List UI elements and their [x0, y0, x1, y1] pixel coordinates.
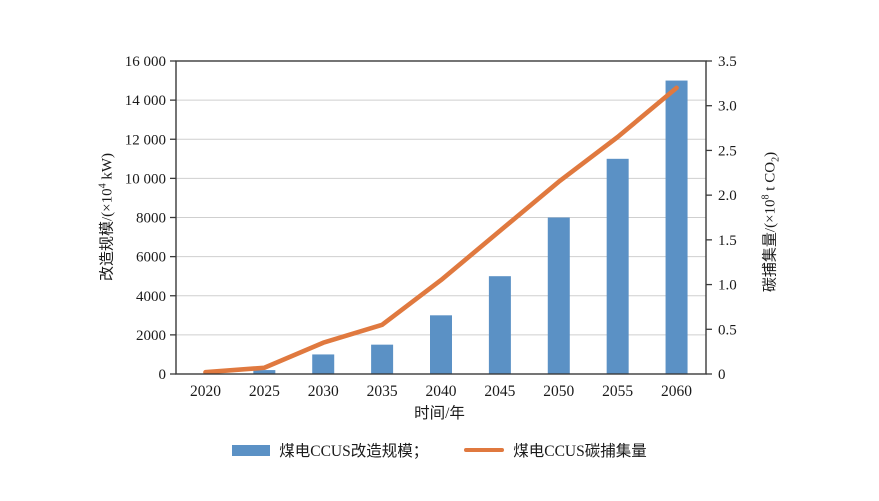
left-tick-label: 0 — [159, 367, 167, 383]
right-axis-title-mid: t CO — [762, 161, 779, 195]
right-axis-title-sub: 2 — [770, 156, 782, 162]
right-tick-label: 0.5 — [718, 322, 737, 338]
left-tick-label: 6000 — [136, 250, 166, 266]
bar-2050 — [547, 217, 570, 374]
left-tick-label: 14 000 — [125, 93, 166, 109]
bar-2045 — [488, 276, 511, 374]
right-tick-label: 2.0 — [718, 188, 737, 204]
left-tick-label: 10 000 — [125, 171, 166, 187]
legend-bar-label: 煤电CCUS改造规模； — [279, 443, 429, 460]
bar-2055 — [606, 158, 629, 374]
left-tick-label: 16 000 — [125, 54, 166, 70]
x-tick-label: 2055 — [602, 383, 633, 400]
legend-item-line: 煤电CCUS碳捕集量 — [464, 439, 647, 461]
right-axis-title-close: ) — [762, 151, 779, 157]
x-tick-label: 2035 — [367, 383, 398, 400]
legend: 煤电CCUS改造规模； 煤电CCUS碳捕集量 — [0, 439, 879, 461]
left-axis-title-sup: 4 — [97, 183, 109, 189]
x-tick-label: 2030 — [308, 383, 339, 400]
legend-item-bar: 煤电CCUS改造规模； — [232, 439, 428, 461]
x-tick-label: 2050 — [543, 383, 574, 400]
x-tick-label: 2025 — [249, 383, 280, 400]
left-tick-label: 2000 — [136, 328, 166, 344]
bar-2040 — [430, 315, 452, 374]
right-tick-label: 1.0 — [718, 278, 737, 294]
left-axis-title-text: 改造规模/(×10 — [99, 188, 116, 282]
plot-border — [175, 60, 707, 375]
right-axis-title-text: 碳捕集量/(×10 — [762, 199, 779, 293]
right-axis-title-sup: 8 — [760, 194, 772, 200]
x-axis-title: 时间/年 — [414, 405, 465, 422]
left-axis-title-unit: kW) — [99, 152, 116, 184]
left-tick-label: 8000 — [136, 211, 166, 227]
right-tick-label: 0 — [718, 367, 726, 383]
bar-2035 — [371, 344, 394, 374]
left-tick-label: 12 000 — [125, 132, 166, 148]
left-axis-title: 改造规模/(×104 kW) — [96, 153, 117, 281]
x-tick-label: 2045 — [484, 383, 515, 400]
right-tick-label: 2.5 — [718, 143, 737, 159]
right-tick-label: 3.0 — [718, 99, 737, 115]
x-tick-label: 2020 — [190, 383, 221, 400]
bar-2030 — [312, 354, 335, 374]
right-tick-label: 1.5 — [718, 233, 737, 249]
bar-2060 — [665, 80, 688, 374]
x-tick-label: 2040 — [426, 383, 457, 400]
x-tick-label: 2060 — [661, 383, 692, 400]
legend-line-label: 煤电CCUS碳捕集量 — [513, 443, 647, 460]
right-axis-title: 碳捕集量/(×108 t CO2) — [759, 152, 782, 292]
legend-line-swatch-icon — [464, 448, 505, 452]
bar-2025 — [253, 370, 276, 374]
legend-bar-swatch-icon — [232, 444, 271, 456]
right-tick-label: 3.5 — [718, 54, 737, 70]
left-tick-label: 4000 — [136, 289, 166, 305]
capture-line — [203, 85, 679, 375]
